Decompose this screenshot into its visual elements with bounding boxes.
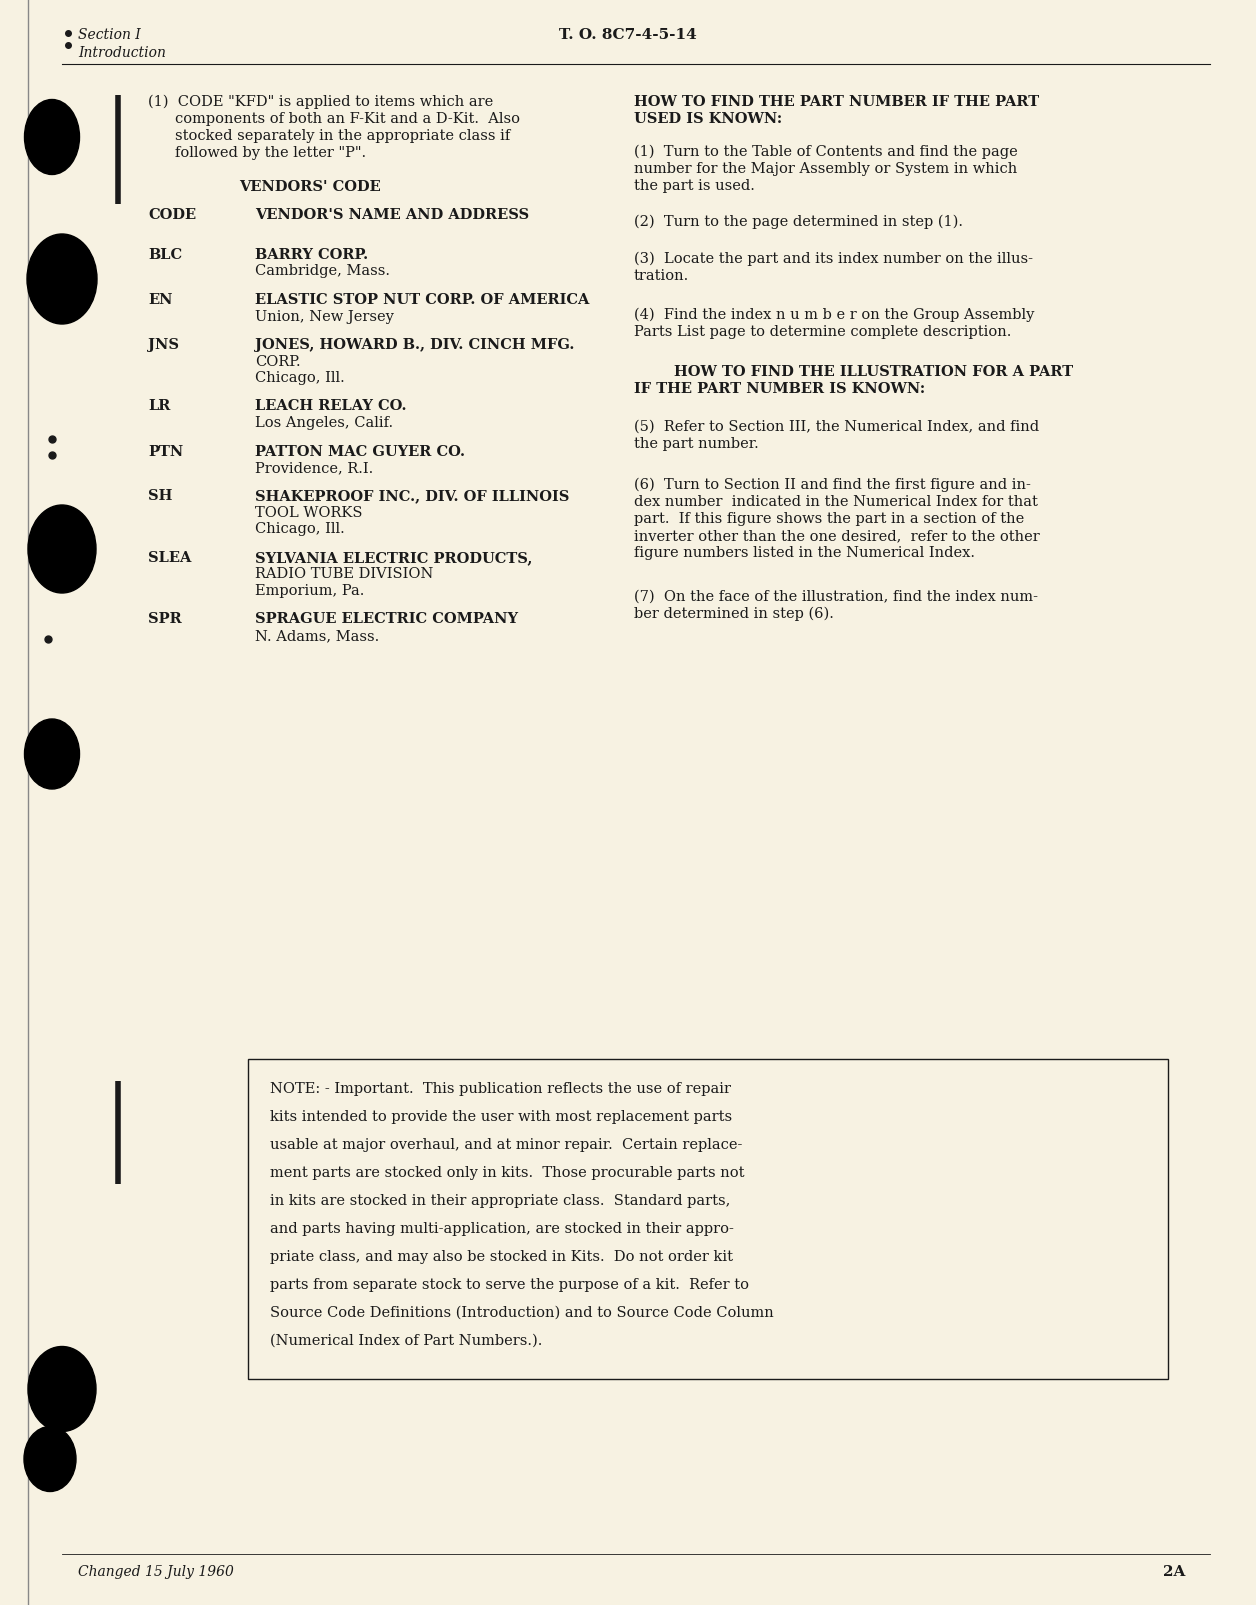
Ellipse shape bbox=[26, 234, 97, 324]
Text: BARRY CORP.: BARRY CORP. bbox=[255, 247, 368, 262]
Text: Parts List page to determine complete description.: Parts List page to determine complete de… bbox=[634, 324, 1011, 339]
Text: N. Adams, Mass.: N. Adams, Mass. bbox=[255, 629, 379, 642]
Text: SPR: SPR bbox=[148, 612, 182, 626]
Text: SHAKEPROOF INC., DIV. OF ILLINOIS: SHAKEPROOF INC., DIV. OF ILLINOIS bbox=[255, 490, 569, 504]
Text: (6)  Turn to Section II and find the first figure and in-: (6) Turn to Section II and find the firs… bbox=[634, 478, 1031, 493]
Text: Section I: Section I bbox=[78, 27, 141, 42]
Text: RADIO TUBE DIVISION: RADIO TUBE DIVISION bbox=[255, 567, 433, 581]
Text: part.  If this figure shows the part in a section of the: part. If this figure shows the part in a… bbox=[634, 512, 1024, 526]
Text: (1)  CODE "KFD" is applied to items which are: (1) CODE "KFD" is applied to items which… bbox=[148, 95, 494, 109]
Text: VENDOR'S NAME AND ADDRESS: VENDOR'S NAME AND ADDRESS bbox=[255, 209, 529, 221]
Text: Chicago, Ill.: Chicago, Ill. bbox=[255, 371, 344, 385]
Text: figure numbers listed in the Numerical Index.: figure numbers listed in the Numerical I… bbox=[634, 546, 975, 560]
Text: Los Angeles, Calif.: Los Angeles, Calif. bbox=[255, 416, 393, 430]
Ellipse shape bbox=[25, 719, 79, 790]
Text: PTN: PTN bbox=[148, 445, 183, 457]
Text: priate class, and may also be stocked in Kits.  Do not order kit: priate class, and may also be stocked in… bbox=[270, 1249, 734, 1263]
Text: and parts having multi-application, are stocked in their appro-: and parts having multi-application, are … bbox=[270, 1221, 734, 1236]
Text: SH: SH bbox=[148, 490, 172, 504]
Text: ment parts are stocked only in kits.  Those procurable parts not: ment parts are stocked only in kits. Tho… bbox=[270, 1165, 745, 1180]
Text: components of both an F-Kit and a D-Kit.  Also: components of both an F-Kit and a D-Kit.… bbox=[175, 112, 520, 125]
Text: 2A: 2A bbox=[1163, 1563, 1184, 1578]
Text: JONES, HOWARD B., DIV. CINCH MFG.: JONES, HOWARD B., DIV. CINCH MFG. bbox=[255, 337, 574, 351]
Text: in kits are stocked in their appropriate class.  Standard parts,: in kits are stocked in their appropriate… bbox=[270, 1193, 731, 1207]
Text: inverter other than the one desired,  refer to the other: inverter other than the one desired, ref… bbox=[634, 528, 1040, 542]
Text: HOW TO FIND THE PART NUMBER IF THE PART: HOW TO FIND THE PART NUMBER IF THE PART bbox=[634, 95, 1039, 109]
Text: Changed 15 July 1960: Changed 15 July 1960 bbox=[78, 1563, 234, 1578]
Text: NOTE: - Important.  This publication reflects the use of repair: NOTE: - Important. This publication refl… bbox=[270, 1082, 731, 1095]
Ellipse shape bbox=[28, 1347, 95, 1432]
Text: T. O. 8C7-4-5-14: T. O. 8C7-4-5-14 bbox=[559, 27, 697, 42]
Text: PATTON MAC GUYER CO.: PATTON MAC GUYER CO. bbox=[255, 445, 465, 457]
Text: Providence, R.I.: Providence, R.I. bbox=[255, 461, 373, 475]
Text: number for the Major Assembly or System in which: number for the Major Assembly or System … bbox=[634, 162, 1017, 177]
Text: stocked separately in the appropriate class if: stocked separately in the appropriate cl… bbox=[175, 128, 510, 143]
Text: Source Code Definitions (Introduction) and to Source Code Column: Source Code Definitions (Introduction) a… bbox=[270, 1305, 774, 1319]
Text: EN: EN bbox=[148, 292, 172, 307]
Text: SPRAGUE ELECTRIC COMPANY: SPRAGUE ELECTRIC COMPANY bbox=[255, 612, 517, 626]
Text: (1)  Turn to the Table of Contents and find the page: (1) Turn to the Table of Contents and fi… bbox=[634, 144, 1017, 159]
Text: BLC: BLC bbox=[148, 247, 182, 262]
Text: (4)  Find the index n u m b e r on the Group Assembly: (4) Find the index n u m b e r on the Gr… bbox=[634, 308, 1035, 323]
Text: SYLVANIA ELECTRIC PRODUCTS,: SYLVANIA ELECTRIC PRODUCTS, bbox=[255, 551, 533, 565]
Text: CORP.: CORP. bbox=[255, 355, 300, 368]
Text: the part number.: the part number. bbox=[634, 437, 759, 451]
Text: ber determined in step (6).: ber determined in step (6). bbox=[634, 607, 834, 621]
Text: JNS: JNS bbox=[148, 337, 180, 351]
Text: USED IS KNOWN:: USED IS KNOWN: bbox=[634, 112, 782, 125]
Text: (3)  Locate the part and its index number on the illus-: (3) Locate the part and its index number… bbox=[634, 252, 1032, 266]
Text: the part is used.: the part is used. bbox=[634, 178, 755, 193]
Text: TOOL WORKS: TOOL WORKS bbox=[255, 506, 363, 520]
Text: parts from separate stock to serve the purpose of a kit.  Refer to: parts from separate stock to serve the p… bbox=[270, 1278, 749, 1290]
Text: (Numerical Index of Part Numbers.).: (Numerical Index of Part Numbers.). bbox=[270, 1334, 543, 1347]
Ellipse shape bbox=[28, 506, 95, 594]
Ellipse shape bbox=[24, 1427, 77, 1491]
Text: (5)  Refer to Section III, the Numerical Index, and find: (5) Refer to Section III, the Numerical … bbox=[634, 421, 1039, 433]
Text: Cambridge, Mass.: Cambridge, Mass. bbox=[255, 265, 391, 278]
Text: usable at major overhaul, and at minor repair.  Certain replace-: usable at major overhaul, and at minor r… bbox=[270, 1138, 742, 1151]
Text: VENDORS' CODE: VENDORS' CODE bbox=[239, 180, 381, 194]
Text: dex number  indicated in the Numerical Index for that: dex number indicated in the Numerical In… bbox=[634, 494, 1037, 509]
Text: tration.: tration. bbox=[634, 268, 690, 282]
Text: SLEA: SLEA bbox=[148, 551, 191, 565]
Text: Emporium, Pa.: Emporium, Pa. bbox=[255, 584, 364, 597]
Text: (2)  Turn to the page determined in step (1).: (2) Turn to the page determined in step … bbox=[634, 215, 963, 230]
Text: HOW TO FIND THE ILLUSTRATION FOR A PART: HOW TO FIND THE ILLUSTRATION FOR A PART bbox=[674, 364, 1073, 379]
Text: IF THE PART NUMBER IS KNOWN:: IF THE PART NUMBER IS KNOWN: bbox=[634, 382, 926, 396]
Text: kits intended to provide the user with most replacement parts: kits intended to provide the user with m… bbox=[270, 1109, 732, 1123]
Text: (7)  On the face of the illustration, find the index num-: (7) On the face of the illustration, fin… bbox=[634, 589, 1037, 603]
Text: Introduction: Introduction bbox=[78, 47, 166, 59]
Text: Chicago, Ill.: Chicago, Ill. bbox=[255, 522, 344, 536]
Bar bbox=[247, 1059, 1168, 1379]
Ellipse shape bbox=[25, 101, 79, 175]
Text: Union, New Jersey: Union, New Jersey bbox=[255, 310, 394, 323]
Text: LR: LR bbox=[148, 400, 171, 412]
Text: CODE: CODE bbox=[148, 209, 196, 221]
Text: LEACH RELAY CO.: LEACH RELAY CO. bbox=[255, 400, 407, 412]
Text: followed by the letter "P".: followed by the letter "P". bbox=[175, 146, 367, 161]
Text: ELASTIC STOP NUT CORP. OF AMERICA: ELASTIC STOP NUT CORP. OF AMERICA bbox=[255, 292, 589, 307]
